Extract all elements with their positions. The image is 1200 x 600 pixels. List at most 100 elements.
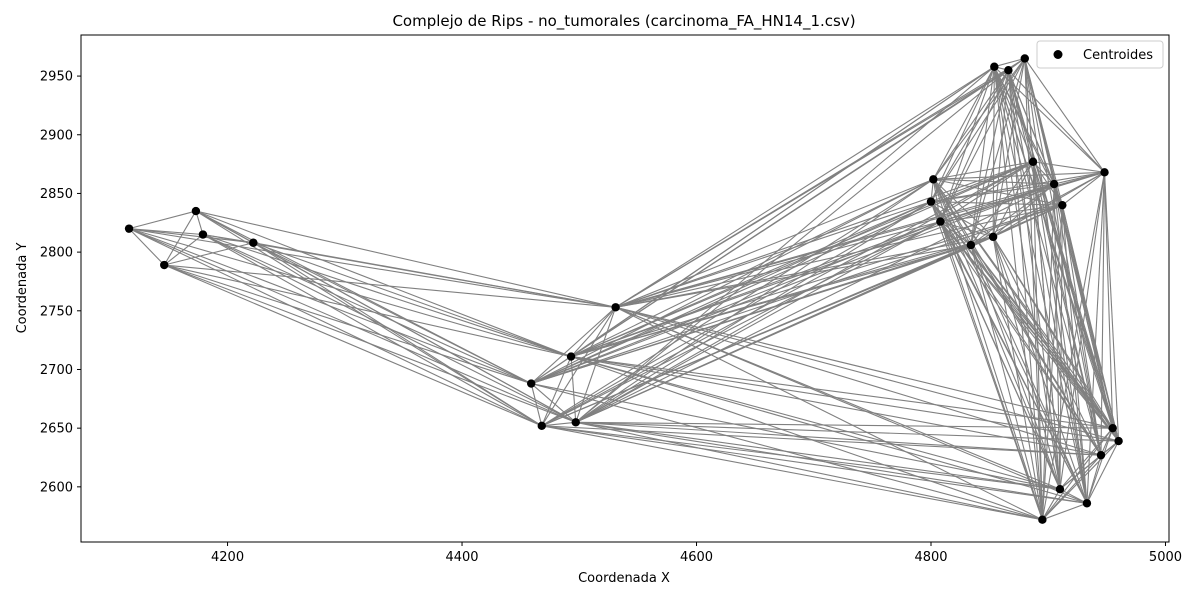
- rips-edge: [575, 178, 934, 423]
- rips-edge: [164, 264, 542, 427]
- rips-edge: [1061, 205, 1088, 504]
- centroid-point: [1055, 484, 1065, 494]
- y-tick-label: 2750: [40, 304, 73, 319]
- rips-edge: [992, 58, 1026, 237]
- rips-edge: [195, 210, 616, 308]
- rips-edge: [1041, 205, 1063, 520]
- rips-edge: [615, 306, 1043, 521]
- centroid-points: [124, 54, 1123, 524]
- y-tick-label: 2900: [40, 128, 73, 143]
- centroid-point: [1020, 54, 1029, 63]
- rips-edge: [1007, 70, 1102, 456]
- rips-edge: [932, 178, 994, 238]
- rips-edge: [570, 356, 1043, 521]
- rips-edge: [541, 221, 941, 427]
- rips-edge: [933, 161, 1034, 180]
- centroid-point: [1049, 179, 1059, 189]
- rips-edge: [992, 70, 1009, 237]
- rips-edge: [1053, 184, 1061, 490]
- rips-edge: [253, 242, 532, 385]
- rips-edge: [1061, 205, 1102, 456]
- rips-edge: [615, 236, 994, 308]
- rips-edge: [202, 233, 572, 358]
- centroid-point: [936, 217, 945, 226]
- rips-edge: [164, 264, 572, 358]
- x-tick-label: 5000: [1149, 550, 1182, 565]
- rips-edge: [1032, 161, 1088, 504]
- rips-edge: [575, 201, 932, 423]
- rips-edge: [129, 228, 254, 244]
- rips-edge: [570, 66, 995, 358]
- rips-edge: [541, 356, 572, 427]
- x-tick-label: 4800: [914, 550, 947, 565]
- rips-edge: [128, 228, 616, 308]
- y-axis-ticks: 2600 2650 2700 2750 2800 2850 2900 2950: [40, 70, 81, 495]
- centroid-point: [1058, 200, 1067, 210]
- centroid-point: [988, 232, 998, 242]
- rips-edge: [530, 306, 616, 384]
- rips-edge: [253, 242, 543, 427]
- rips-edge: [575, 161, 1034, 423]
- x-tick-label: 4400: [445, 550, 478, 565]
- rips-edge: [992, 236, 1102, 456]
- rips-edge: [531, 236, 994, 385]
- rips-edge: [1007, 70, 1088, 504]
- rips-edge: [1086, 172, 1106, 504]
- rips-edge: [932, 69, 1009, 180]
- rips-edge: [993, 66, 1043, 520]
- rips-edge: [1007, 69, 1105, 173]
- rips-edge: [1007, 70, 1061, 490]
- rips-edge: [541, 178, 934, 427]
- centroid-point: [1114, 436, 1123, 446]
- centroid-point: [926, 197, 936, 206]
- rips-edge: [992, 236, 1088, 504]
- centroid-point: [571, 418, 580, 427]
- rips-edge: [570, 204, 1063, 358]
- centroid-point: [1108, 423, 1117, 433]
- rips-edge: [530, 383, 577, 423]
- centroid-point: [527, 379, 536, 388]
- rips-edge: [1007, 70, 1043, 520]
- rips-edge: [970, 70, 1009, 246]
- centroid-point: [1100, 168, 1109, 177]
- plot-frame: [80, 34, 1170, 543]
- centroid-point: [537, 421, 546, 431]
- rips-edge: [940, 221, 972, 246]
- rips-edge: [615, 306, 1088, 504]
- rips-edge: [932, 66, 995, 180]
- rips-edge: [939, 221, 1043, 520]
- centroid-point: [566, 352, 576, 361]
- rips-edge: [570, 236, 994, 358]
- rips-edge: [575, 421, 1102, 456]
- rips-edge: [930, 201, 972, 246]
- rips-edge: [1103, 172, 1120, 442]
- rips-edge: [615, 58, 1026, 308]
- rips-edge: [939, 66, 995, 222]
- centroid-point: [990, 62, 999, 71]
- rips-edge: [992, 204, 1063, 238]
- centroid-point: [124, 224, 134, 233]
- rips-edge: [128, 228, 572, 358]
- rips-edge: [930, 201, 1114, 429]
- x-axis-ticks: 4200 4400 4600 4800 5000: [211, 542, 1182, 565]
- rips-edge: [541, 306, 617, 427]
- rips-edge: [530, 383, 543, 426]
- rips-edge: [1041, 172, 1106, 520]
- centroid-point: [191, 206, 201, 216]
- rips-edge: [970, 244, 1043, 520]
- rips-edge: [615, 201, 932, 308]
- rips-edge: [992, 236, 1043, 520]
- rips-edge: [992, 161, 1034, 238]
- rips-edge: [1032, 161, 1061, 490]
- y-axis-label: Coordenada Y: [15, 243, 30, 334]
- centroid-point: [966, 240, 976, 250]
- y-tick-label: 2650: [40, 422, 73, 437]
- rips-edge: [1053, 183, 1088, 504]
- rips-edge: [253, 242, 572, 358]
- rips-edge: [541, 425, 1043, 521]
- rips-edge: [930, 201, 994, 238]
- centroid-point: [929, 175, 938, 184]
- rips-edge: [1059, 205, 1063, 490]
- chart-title: Complejo de Rips - no_tumorales (carcino…: [392, 12, 855, 31]
- centroid-point: [1082, 499, 1092, 508]
